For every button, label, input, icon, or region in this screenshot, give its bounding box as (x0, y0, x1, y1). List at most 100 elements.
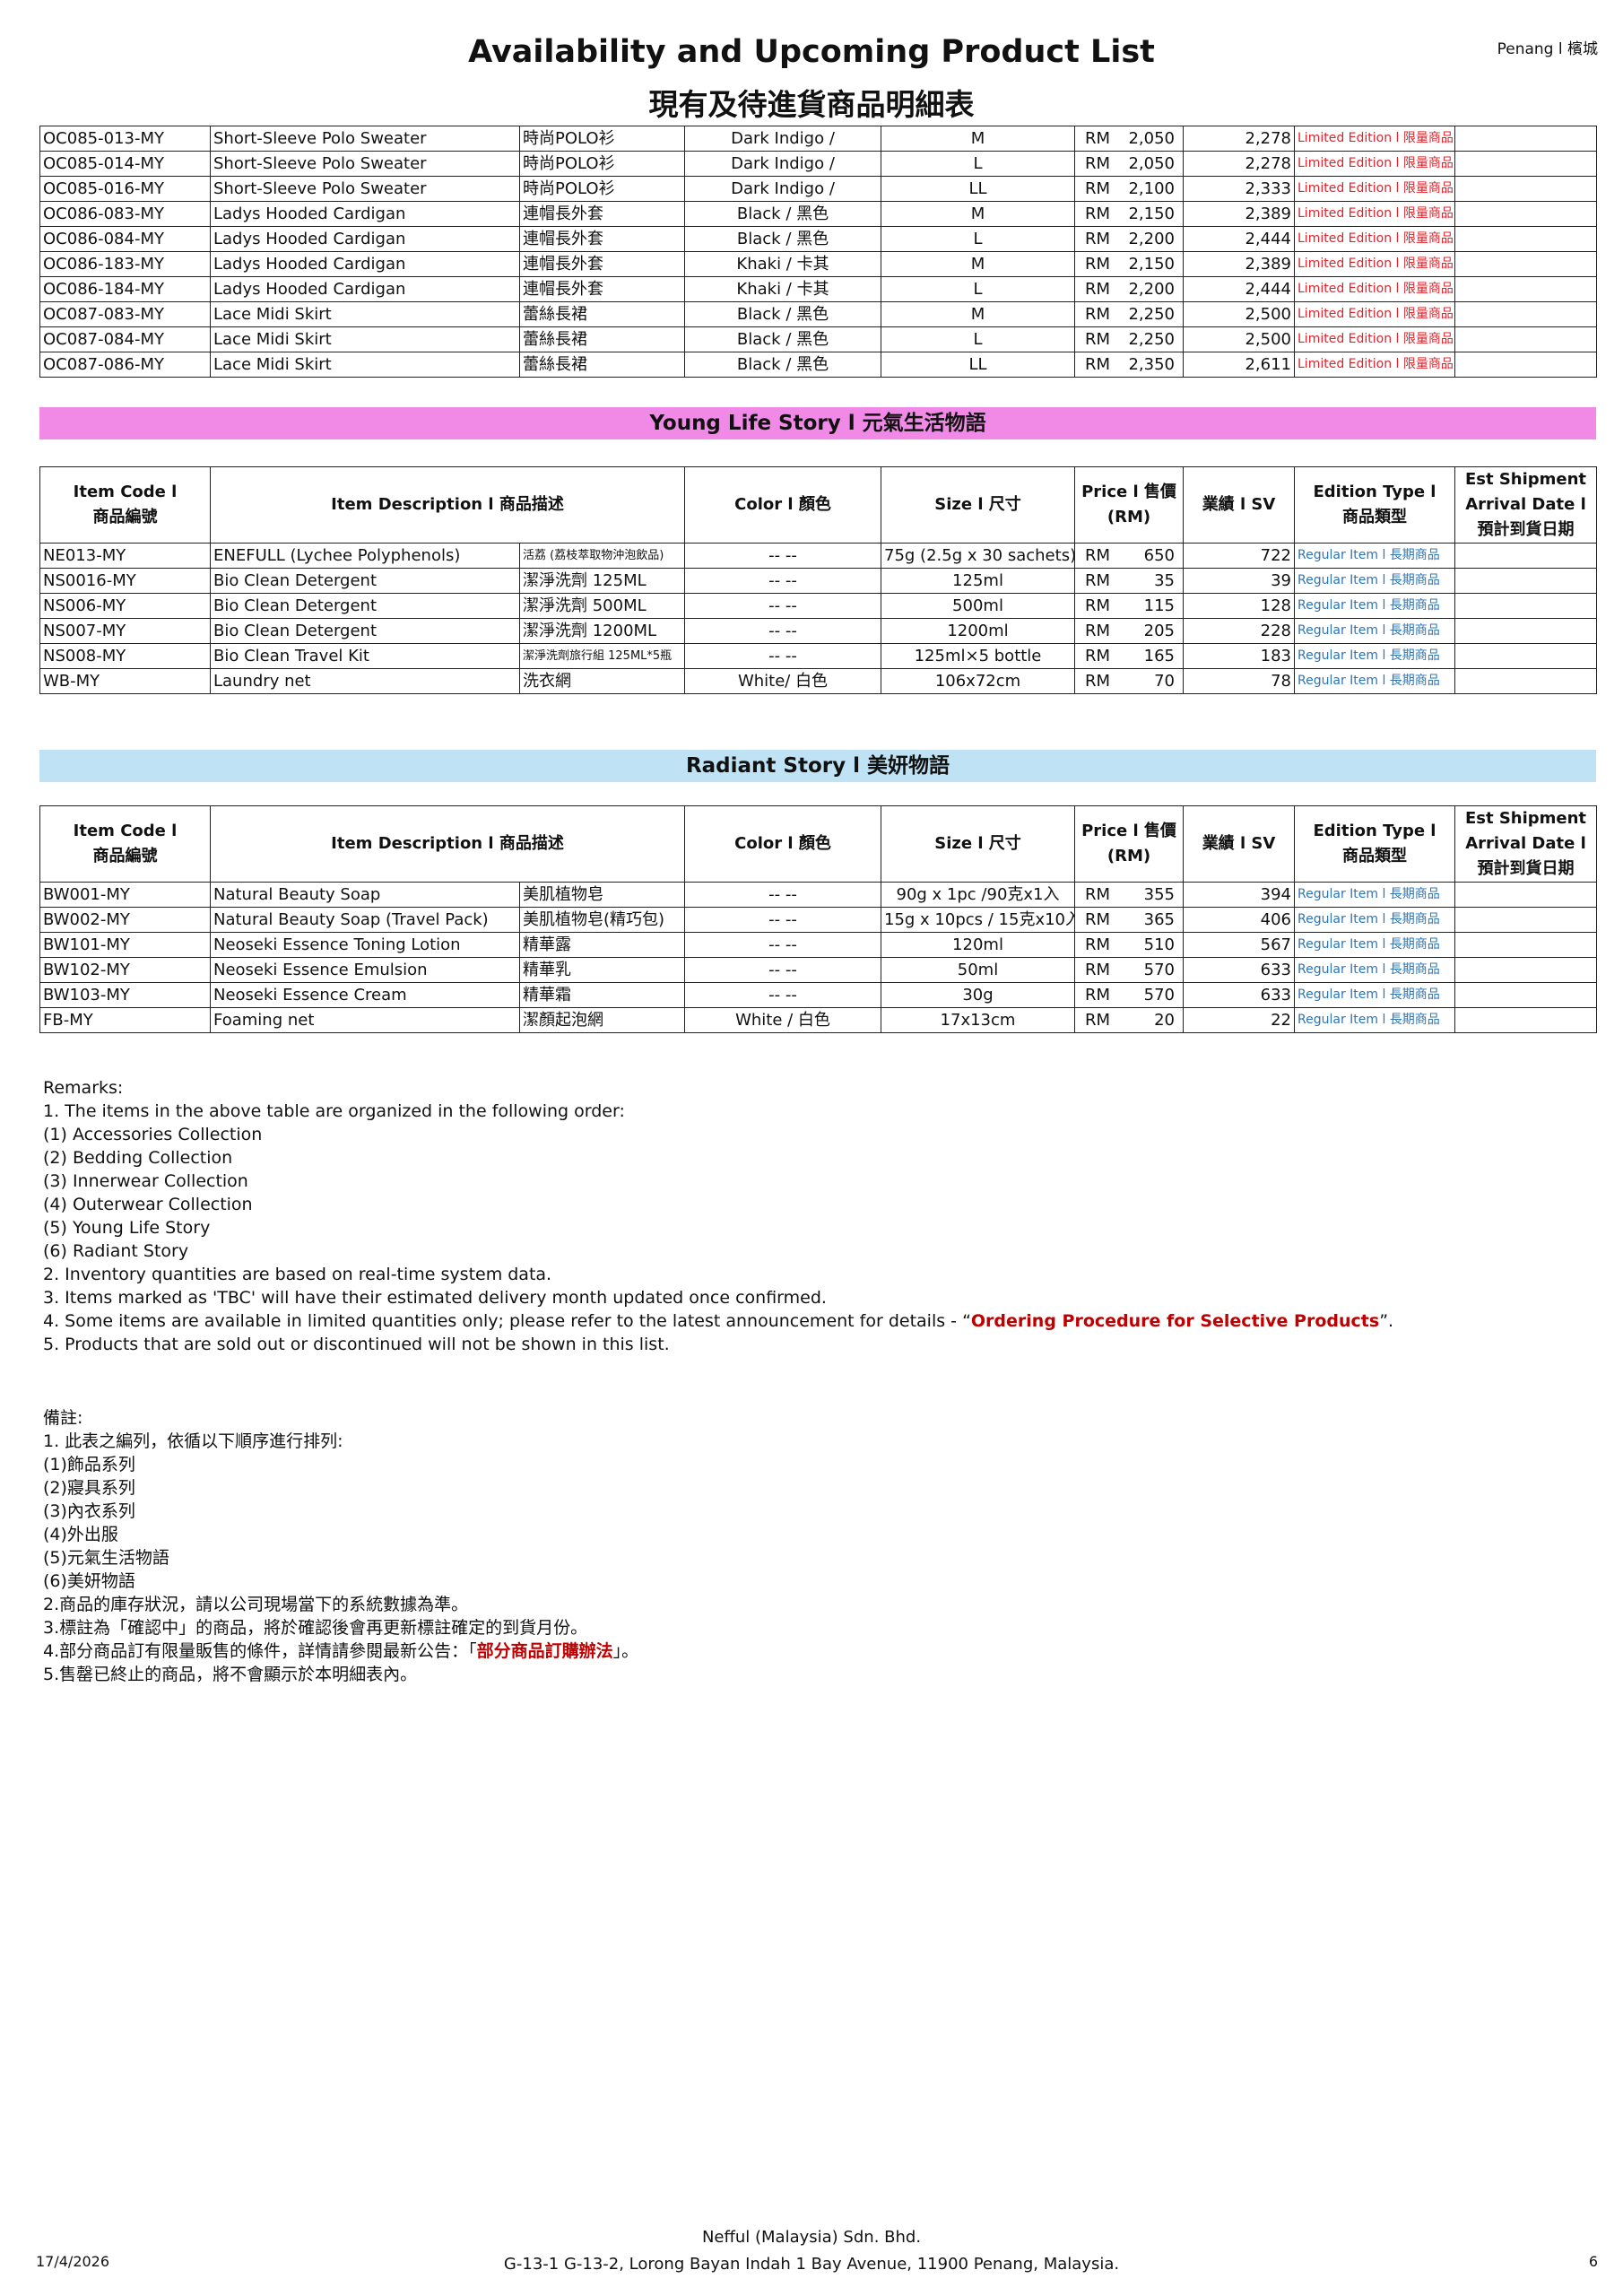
item-code: BW102-MY (39, 957, 211, 983)
sv: 722 (1183, 543, 1295, 569)
item-desc-zh: 時尚POLO衫 (519, 151, 685, 177)
item-desc: Neoseki Essence Toning Lotion (210, 932, 520, 958)
est-arrival (1454, 251, 1597, 277)
size: M (881, 201, 1075, 227)
price-cell: RM 115 (1074, 593, 1184, 619)
item-desc-zh: 蕾絲長裙 (519, 352, 685, 378)
row: NS006-MY Bio Clean Detergent 潔淨洗劑 500ML -- … (39, 593, 1597, 619)
price: 2,350 (1128, 355, 1175, 374)
remark-text: 2. Inventory quantities are based on rea… (43, 1265, 552, 1284)
row: BW103-MY Neoseki Essence Cream 精華霜 -- -- 30g… (39, 982, 1597, 1008)
remark-line: 3. Items marked as 'TBC' will have their… (43, 1286, 1393, 1309)
column-header: Size l 尺寸 (881, 466, 1075, 544)
section-title: Young Life Story l 元氣生活物語 (39, 407, 1596, 439)
price: 2,050 (1128, 154, 1175, 173)
item-desc-zh: 潔淨洗劑旅行組 125ML*5瓶 (519, 643, 685, 669)
header-row: Item Code l 商品編號 Item Description l 商品描述 C… (39, 805, 1597, 883)
edition-type: Regular Item l 長期商品 (1294, 907, 1455, 933)
remark-line: 1. The items in the above table are orga… (43, 1100, 1393, 1123)
remark-line: 4. Some items are available in limited q… (43, 1309, 1393, 1333)
currency: RM (1085, 961, 1111, 979)
price: 35 (1154, 571, 1175, 590)
remark-text: 2.商品的庫存狀況，請以公司現場當下的系統數據為準。 (43, 1595, 469, 1614)
est-arrival (1454, 201, 1597, 227)
price: 650 (1143, 546, 1175, 565)
price: 2,050 (1128, 129, 1175, 148)
remark-line: (1) Accessories Collection (43, 1123, 1393, 1146)
sv: 2,444 (1183, 276, 1295, 302)
row: WB-MY Laundry net 洗衣網 White/ 白色 106x72cm RM 70… (39, 668, 1597, 694)
price: 2,150 (1128, 204, 1175, 223)
remark-line: 備註: (43, 1406, 638, 1430)
sv: 2,389 (1183, 201, 1295, 227)
edition-type: Regular Item l 長期商品 (1294, 882, 1455, 908)
size: 1200ml (881, 618, 1075, 644)
item-desc: Natural Beauty Soap (Travel Pack) (210, 907, 520, 933)
row: OC086-183-MY Ladys Hooded Cardigan 連帽長外套 Kh… (39, 251, 1597, 277)
currency: RM (1085, 230, 1111, 248)
row: FB-MY Foaming net 潔顏起泡網 White / 白色 17x13cm RM… (39, 1007, 1597, 1033)
remark-line: 5.售罄已終止的商品，將不會顯示於本明細表內。 (43, 1663, 638, 1686)
est-arrival (1454, 352, 1597, 378)
price: 510 (1143, 935, 1175, 954)
item-code: OC086-083-MY (39, 201, 211, 227)
color: Black / 黑色 (684, 226, 881, 252)
item-desc: Short-Sleeve Polo Sweater (210, 126, 520, 152)
price-cell: RM 510 (1074, 932, 1184, 958)
item-desc: Lace Midi Skirt (210, 326, 520, 352)
size: 500ml (881, 593, 1075, 619)
color: Dark Indigo / (684, 176, 881, 202)
table-head: Item Code l 商品編號 Item Description l 商品描述 C… (39, 466, 1597, 544)
currency: RM (1085, 935, 1111, 954)
remark-text: (3) Innerwear Collection (43, 1171, 248, 1191)
remark-line: (6) Radiant Story (43, 1239, 1393, 1263)
edition-type: Limited Edition l 限量商品 (1294, 201, 1455, 227)
item-desc: Neoseki Essence Cream (210, 982, 520, 1008)
title-zh: 現有及待進貨商品明細表 (648, 87, 975, 122)
size: 15g x 10pcs / 15克x10入 (881, 907, 1075, 933)
item-desc-zh: 美肌植物皂(精巧包) (519, 907, 685, 933)
price: 2,250 (1128, 305, 1175, 324)
item-desc-zh: 連帽長外套 (519, 201, 685, 227)
item-code: NS007-MY (39, 618, 211, 644)
remark-line: 3.標註為「確認中」的商品，將於確認後會再更新標註確定的到貨月份。 (43, 1616, 638, 1639)
est-arrival (1454, 882, 1597, 908)
sv: 128 (1183, 593, 1295, 619)
remark-highlight: Ordering Procedure for Selective Product… (970, 1311, 1380, 1331)
item-code: OC086-183-MY (39, 251, 211, 277)
size: 90g x 1pc /90克x1入 (881, 882, 1075, 908)
remark-text: (3)內衣系列 (43, 1501, 135, 1521)
sv: 78 (1183, 668, 1295, 694)
row: OC086-083-MY Ladys Hooded Cardigan 連帽長外套 Bl… (39, 201, 1597, 227)
item-desc-zh: 精華乳 (519, 957, 685, 983)
item-desc-zh: 活荔 (荔枝萃取物沖泡飲品) (519, 543, 685, 569)
currency: RM (1085, 204, 1111, 223)
price: 570 (1143, 986, 1175, 1004)
row: OC085-013-MY Short-Sleeve Polo Sweater 時尚P… (39, 126, 1597, 152)
row: NS008-MY Bio Clean Travel Kit 潔淨洗劑旅行組 125M… (39, 643, 1597, 669)
sv: 633 (1183, 982, 1295, 1008)
currency: RM (1085, 280, 1111, 299)
product-table: Item Code l 商品編號 Item Description l 商品描述 C… (39, 466, 1597, 694)
currency: RM (1085, 154, 1111, 173)
column-header: Price l 售價 (RM) (1074, 805, 1184, 883)
remark-text: (1) Accessories Collection (43, 1125, 263, 1144)
item-desc: Short-Sleeve Polo Sweater (210, 151, 520, 177)
section-title: Radiant Story l 美妍物語 (39, 750, 1596, 782)
remarks: Remarks: 1. The items in the above table … (43, 1076, 1393, 1356)
sv: 2,444 (1183, 226, 1295, 252)
table-head: Item Code l 商品編號 Item Description l 商品描述 C… (39, 805, 1597, 883)
row: OC085-016-MY Short-Sleeve Polo Sweater 時尚P… (39, 176, 1597, 202)
row: OC087-086-MY Lace Midi Skirt 蕾絲長裙 Black / 黑… (39, 352, 1597, 378)
item-desc-zh: 時尚POLO衫 (519, 126, 685, 152)
item-code: FB-MY (39, 1007, 211, 1033)
price: 20 (1154, 1011, 1175, 1030)
size: 106x72cm (881, 668, 1075, 694)
price-cell: RM 165 (1074, 643, 1184, 669)
remarks: 備註: 1. 此表之編列，依循以下順序進行排列: (1)飾品系列 (2)寢具系列 (3)… (43, 1406, 638, 1686)
item-desc-zh: 洗衣網 (519, 668, 685, 694)
remark-line: (5) Young Life Story (43, 1216, 1393, 1239)
row: BW101-MY Neoseki Essence Toning Lotion 精華露… (39, 932, 1597, 958)
remark-text: 4. Some items are available in limited q… (43, 1311, 971, 1331)
row: OC086-084-MY Ladys Hooded Cardigan 連帽長外套 Bl… (39, 226, 1597, 252)
